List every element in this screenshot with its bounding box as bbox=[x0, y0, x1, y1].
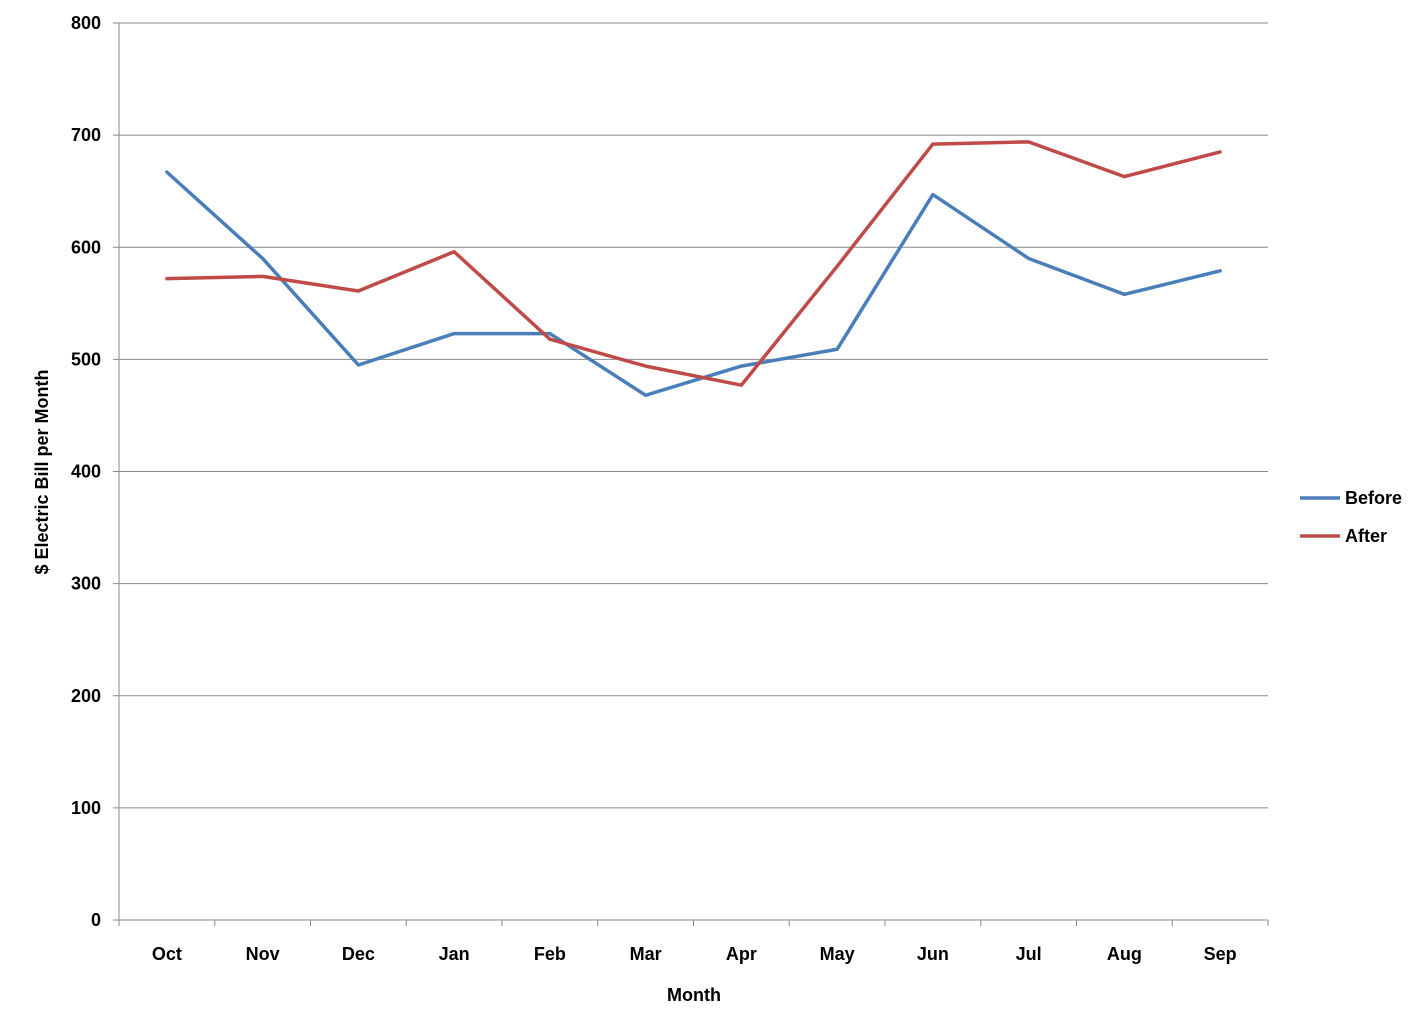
y-tick-label: 0 bbox=[91, 910, 101, 930]
y-axis-title: $ Electric Bill per Month bbox=[32, 369, 52, 574]
y-tick-label: 800 bbox=[71, 13, 101, 33]
legend-label-after: After bbox=[1345, 526, 1387, 546]
x-tick-label: Jul bbox=[1016, 944, 1042, 964]
y-tick-label: 400 bbox=[71, 462, 101, 482]
x-tick-label: Sep bbox=[1204, 944, 1237, 964]
y-tick-label: 600 bbox=[71, 237, 101, 257]
series-line-after bbox=[165, 140, 1222, 387]
axes bbox=[113, 22, 1269, 926]
x-axis-tick-labels: Oct Nov Dec Jan Feb Mar Apr May Jun Jul Aug Sep bbox=[152, 944, 1237, 964]
legend: Before After bbox=[1300, 488, 1402, 546]
x-tick-label: Dec bbox=[342, 944, 375, 964]
y-tick-label: 200 bbox=[71, 686, 101, 706]
x-tick-label: May bbox=[820, 944, 855, 964]
series-lines bbox=[165, 140, 1222, 398]
y-tick-label: 700 bbox=[71, 125, 101, 145]
y-tick-label: 300 bbox=[71, 574, 101, 594]
x-tick-label: Nov bbox=[246, 944, 280, 964]
x-tick-label: Oct bbox=[152, 944, 182, 964]
x-tick-label: Mar bbox=[630, 944, 662, 964]
gridlines bbox=[119, 22, 1268, 809]
series-line-before bbox=[165, 170, 1222, 398]
x-tick-label: Jun bbox=[917, 944, 949, 964]
x-tick-label: Aug bbox=[1107, 944, 1142, 964]
y-axis-tick-labels: 0 100 200 300 400 500 600 700 800 bbox=[71, 13, 101, 930]
x-axis-title: Month bbox=[667, 985, 721, 1005]
legend-label-before: Before bbox=[1345, 488, 1402, 508]
y-tick-label: 100 bbox=[71, 798, 101, 818]
x-tick-label: Jan bbox=[439, 944, 470, 964]
x-tick-label: Apr bbox=[726, 944, 757, 964]
x-tick-label: Feb bbox=[534, 944, 566, 964]
y-tick-label: 500 bbox=[71, 349, 101, 369]
